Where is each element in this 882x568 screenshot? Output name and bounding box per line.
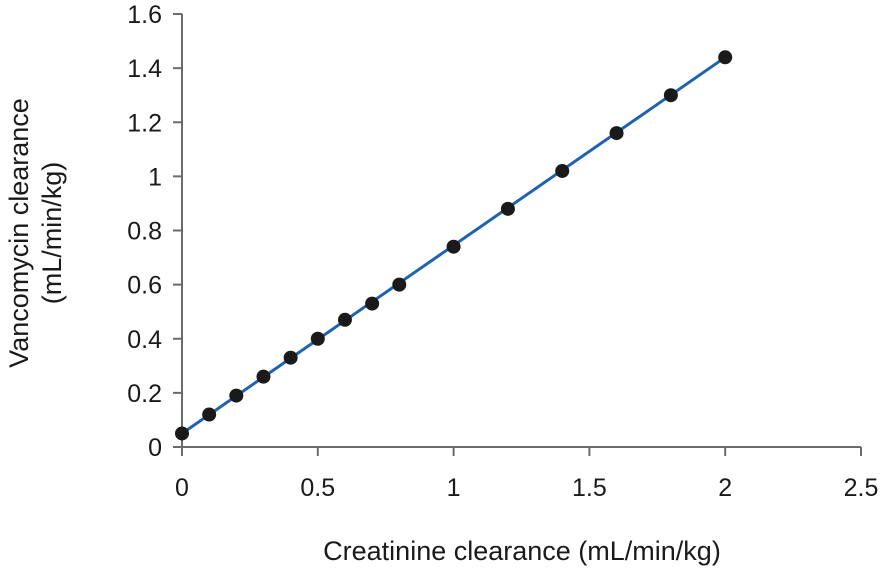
y-tick-label: 0.8 xyxy=(127,218,162,246)
x-tick-label: 0.5 xyxy=(300,474,335,502)
y-tick-label: 1.4 xyxy=(127,55,162,83)
data-point xyxy=(392,277,407,292)
y-tick-label: 1 xyxy=(148,163,162,191)
y-tick-label: 1.2 xyxy=(127,109,162,137)
y-tick-label: 1.6 xyxy=(127,1,162,29)
data-point xyxy=(663,88,678,103)
data-point xyxy=(310,331,325,346)
y-tick-label: 0.2 xyxy=(127,380,162,408)
y-axis-title: Vancomycin clearance (mL/min/kg) xyxy=(4,98,67,368)
data-point xyxy=(365,296,380,311)
data-point xyxy=(500,201,515,216)
data-point xyxy=(446,239,461,254)
y-axis-ticks: 0 0.2 0.4 0.6 0.8 1 1.2 1.4 1.6 xyxy=(127,1,182,462)
y-axis-title-line-2: (mL/min/kg) xyxy=(37,162,67,305)
x-tick-label: 2.5 xyxy=(844,474,879,502)
x-tick-label: 0 xyxy=(175,474,189,502)
x-axis-ticks: 0 0.5 1 1.5 2 2.5 xyxy=(175,447,878,502)
x-tick-label: 2 xyxy=(718,474,732,502)
data-point xyxy=(555,163,570,178)
data-point xyxy=(175,426,189,441)
data-point xyxy=(283,350,298,365)
data-point xyxy=(256,369,271,384)
x-axis-title: Creatinine clearance (mL/min/kg) xyxy=(323,536,721,566)
data-point xyxy=(229,388,244,403)
data-point xyxy=(609,126,624,141)
y-tick-label: 0.6 xyxy=(127,272,162,300)
data-point xyxy=(337,312,352,327)
y-tick-label: 0 xyxy=(148,434,162,462)
y-tick-label: 0.4 xyxy=(127,326,162,354)
y-axis-title-line-1: Vancomycin clearance xyxy=(4,98,34,368)
x-tick-label: 1 xyxy=(447,474,461,502)
data-point xyxy=(718,50,733,65)
data-points xyxy=(175,50,733,441)
x-tick-label: 1.5 xyxy=(572,474,607,502)
plot-area: 0 0.2 0.4 0.6 0.8 1 1.2 1.4 1.6 0 0.5 1 1.5 2 2.5 xyxy=(127,1,878,502)
data-point xyxy=(202,407,217,422)
